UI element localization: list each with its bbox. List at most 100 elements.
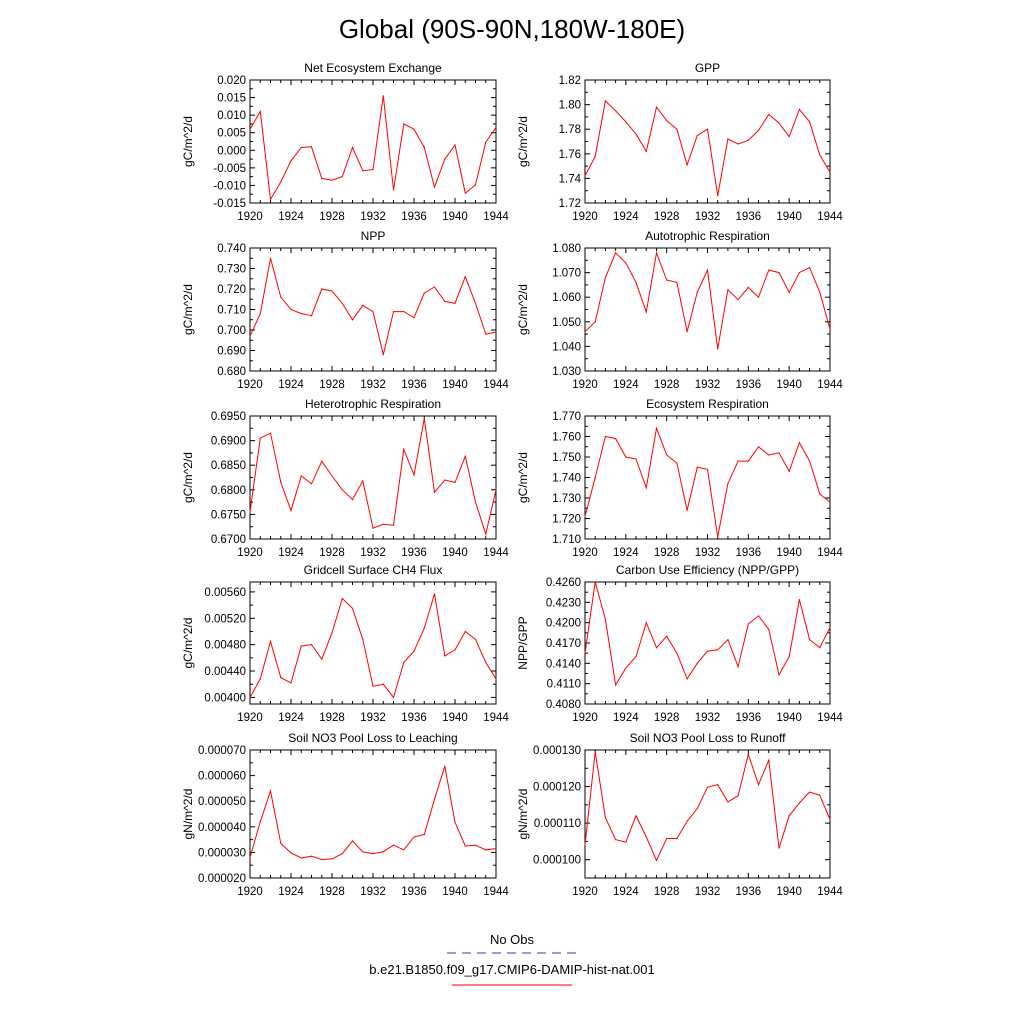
data-point — [310, 146, 313, 148]
y-tick-label: 1.750 — [552, 452, 581, 464]
data-point — [778, 452, 780, 454]
data-point — [403, 849, 405, 851]
x-tick-label: 1940 — [776, 547, 802, 559]
data-point — [269, 432, 272, 434]
x-tick-label: 1944 — [483, 547, 509, 559]
data-point — [413, 650, 415, 652]
data-point — [485, 333, 487, 335]
data-point — [645, 836, 647, 838]
chart-panel-6: Ecosystem Respiration gC/m^2/d 1.770 1.760 1… — [516, 397, 843, 559]
y-tick-label: 1.740 — [552, 473, 581, 485]
x-tick-label: 1940 — [442, 886, 468, 898]
x-tick-label: 1932 — [695, 547, 721, 559]
data-point — [454, 649, 456, 651]
series-line — [249, 258, 497, 355]
legend-obs-label: No Obs — [489, 932, 535, 947]
data-point — [635, 815, 637, 817]
data-point — [485, 849, 487, 851]
data-point — [676, 128, 678, 130]
data-point — [768, 269, 770, 271]
y-tick-label: 0.000020 — [198, 873, 246, 885]
data-point — [584, 844, 586, 846]
data-point — [706, 786, 709, 788]
data-point — [819, 493, 821, 495]
y-tick-label: 0.6800 — [211, 485, 246, 497]
x-tick-label: 1944 — [817, 547, 843, 559]
data-point — [696, 134, 698, 136]
data-point — [300, 313, 302, 315]
series-line — [584, 751, 831, 862]
data-point — [737, 795, 739, 797]
x-tick-label: 1928 — [319, 712, 345, 724]
data-point — [676, 281, 678, 284]
data-point — [676, 652, 678, 654]
data-point — [757, 296, 760, 298]
x-tick-label: 1932 — [695, 211, 721, 223]
data-point — [300, 645, 302, 647]
data-point — [757, 446, 760, 448]
data-point — [362, 851, 364, 853]
data-point — [798, 802, 800, 804]
y-tick-label: 0.740 — [217, 243, 246, 255]
data-point — [269, 640, 272, 642]
data-point — [290, 160, 292, 162]
y-tick-label: 1.060 — [552, 292, 581, 304]
y-tick-label: 0.00400 — [204, 692, 246, 704]
x-tick-label: 1940 — [776, 379, 802, 391]
data-point — [676, 462, 678, 464]
data-point — [392, 696, 395, 699]
data-point — [696, 807, 698, 810]
x-tick-label: 1940 — [776, 886, 802, 898]
x-tick-label: 1928 — [319, 211, 345, 223]
data-point — [300, 857, 302, 859]
chart-panel-5: Heterotrophic Respiration gC/m^2/d 0.6950 0… — [181, 397, 509, 559]
plot-frame — [249, 415, 497, 540]
data-point — [474, 844, 477, 846]
data-point — [737, 299, 739, 301]
x-tick-label: 1924 — [278, 712, 304, 724]
x-tick-label: 1940 — [442, 547, 468, 559]
data-point — [444, 300, 446, 302]
data-point — [819, 154, 821, 156]
x-tick-label: 1924 — [613, 547, 639, 559]
data-point — [625, 262, 627, 264]
data-point — [362, 638, 364, 640]
x-tick-label: 1928 — [654, 547, 680, 559]
x-tick-label: 1936 — [401, 886, 427, 898]
data-point — [351, 499, 354, 501]
plot-frame — [249, 247, 497, 372]
data-point — [768, 454, 770, 456]
data-point — [635, 655, 637, 658]
x-tick-label: 1920 — [237, 211, 263, 223]
data-point — [686, 820, 688, 822]
data-point — [625, 841, 627, 843]
data-point — [403, 310, 405, 313]
y-tick-label: 0.00560 — [204, 587, 246, 599]
y-tick-label: -0.015 — [213, 198, 246, 210]
data-point — [321, 288, 323, 290]
y-tick-label: 0.00480 — [204, 640, 246, 652]
y-tick-label: 0.690 — [217, 346, 246, 358]
data-point — [778, 674, 780, 676]
plot-frame — [584, 247, 831, 372]
y-axis-label: gC/m^2/d — [181, 452, 195, 503]
plot-frame — [249, 749, 497, 879]
data-point — [413, 317, 415, 319]
y-tick-label: 0.4170 — [546, 638, 581, 650]
data-point — [604, 618, 607, 620]
chart-panel-1: Net Ecosystem Exchange gC/m^2/d 0.020 0.015… — [181, 61, 509, 223]
y-tick-label: 0.000040 — [198, 822, 246, 834]
data-point — [635, 133, 637, 135]
data-point — [433, 491, 436, 493]
panel-title: NPP — [361, 229, 386, 243]
data-point — [269, 257, 272, 259]
x-tick-label: 1936 — [736, 547, 762, 559]
data-point — [331, 858, 333, 860]
y-axis-label: gC/m^2/d — [181, 618, 195, 669]
x-tick-label: 1944 — [483, 886, 509, 898]
data-point — [454, 821, 456, 823]
y-tick-label: 0.00520 — [204, 613, 246, 625]
data-point — [382, 523, 384, 525]
data-point — [372, 685, 374, 687]
